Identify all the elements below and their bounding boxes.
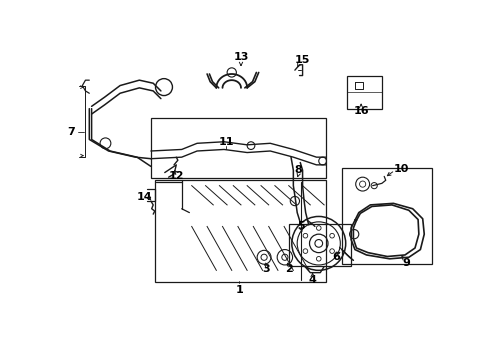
Text: 4: 4 xyxy=(308,275,316,285)
Text: 9: 9 xyxy=(402,258,409,267)
Text: 7: 7 xyxy=(67,127,75,137)
Text: 5: 5 xyxy=(297,221,304,231)
Text: 10: 10 xyxy=(393,164,408,174)
Bar xyxy=(346,76,381,109)
Text: 2: 2 xyxy=(285,264,293,274)
Text: 12: 12 xyxy=(168,171,183,181)
Text: 3: 3 xyxy=(262,264,270,274)
Text: 11: 11 xyxy=(218,137,234,147)
Text: 6: 6 xyxy=(331,252,339,262)
Bar xyxy=(151,118,325,178)
Bar xyxy=(154,180,325,282)
Text: 13: 13 xyxy=(233,52,248,62)
Text: 15: 15 xyxy=(294,55,310,65)
Text: 1: 1 xyxy=(235,285,243,294)
Bar xyxy=(289,224,350,266)
Bar xyxy=(341,168,431,264)
Text: 14: 14 xyxy=(137,192,152,202)
Text: 8: 8 xyxy=(294,165,302,175)
Text: 16: 16 xyxy=(352,106,368,116)
